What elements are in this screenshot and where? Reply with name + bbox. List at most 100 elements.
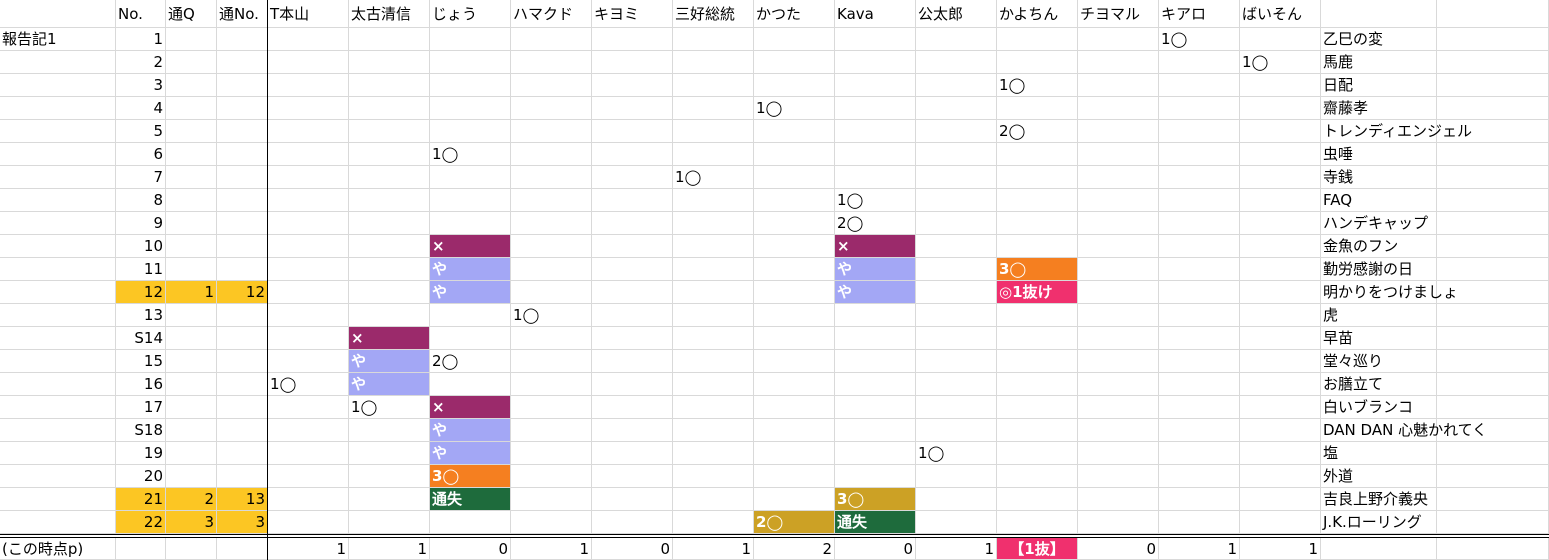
cell[interactable] [349, 235, 430, 258]
cell[interactable] [1159, 350, 1240, 373]
cell[interactable] [835, 419, 916, 442]
cell[interactable] [997, 212, 1078, 235]
cell[interactable] [592, 465, 673, 488]
cell[interactable] [592, 97, 673, 120]
cell[interactable] [592, 235, 673, 258]
cell[interactable] [430, 189, 511, 212]
cell[interactable] [1240, 143, 1321, 166]
cumulative-no[interactable] [217, 97, 268, 120]
question-number[interactable]: 17 [116, 396, 166, 419]
cell[interactable] [1159, 120, 1240, 143]
cumulative-no[interactable] [217, 74, 268, 97]
cell[interactable] [1240, 97, 1321, 120]
cell[interactable] [1240, 304, 1321, 327]
column-header[interactable]: かよちん [997, 0, 1078, 28]
result-mark[interactable]: や [430, 281, 511, 304]
row-label[interactable] [0, 304, 116, 327]
cumulative-q[interactable] [166, 258, 217, 281]
column-header[interactable]: ハマクド [511, 0, 592, 28]
cell[interactable] [349, 488, 430, 511]
cell[interactable] [268, 74, 349, 97]
row-label[interactable] [0, 350, 116, 373]
cell[interactable] [1159, 396, 1240, 419]
cell[interactable] [268, 304, 349, 327]
cell[interactable] [1078, 97, 1159, 120]
cell[interactable] [1078, 281, 1159, 304]
cell[interactable] [349, 143, 430, 166]
cell[interactable] [1240, 373, 1321, 396]
footer-label[interactable]: (この時点p) [0, 538, 116, 560]
cell[interactable] [1240, 28, 1321, 51]
cell[interactable] [916, 465, 997, 488]
cell[interactable] [1437, 28, 1549, 51]
result-mark[interactable]: 2◯ [835, 212, 916, 235]
result-mark[interactable]: や [349, 373, 430, 396]
cell[interactable] [835, 373, 916, 396]
cumulative-q[interactable] [166, 396, 217, 419]
cell[interactable] [1078, 143, 1159, 166]
row-label[interactable] [0, 74, 116, 97]
player-score[interactable]: 1 [268, 538, 349, 560]
cell[interactable] [268, 281, 349, 304]
answer-title[interactable]: 早苗 [1321, 327, 1437, 350]
cell[interactable] [349, 189, 430, 212]
cell[interactable] [349, 304, 430, 327]
row-label[interactable] [0, 51, 116, 74]
question-number[interactable]: 8 [116, 189, 166, 212]
cell[interactable] [997, 373, 1078, 396]
result-mark[interactable]: 3◯ [835, 488, 916, 511]
cell[interactable] [835, 396, 916, 419]
cell[interactable] [1240, 212, 1321, 235]
cell[interactable] [511, 281, 592, 304]
column-header[interactable] [0, 0, 116, 28]
cell[interactable] [1240, 258, 1321, 281]
cell[interactable] [754, 419, 835, 442]
cell[interactable] [1078, 465, 1159, 488]
cell[interactable] [673, 304, 754, 327]
cell[interactable] [835, 327, 916, 350]
cumulative-q[interactable] [166, 166, 217, 189]
cell[interactable] [268, 143, 349, 166]
result-mark[interactable]: 1◯ [754, 97, 835, 120]
column-header[interactable] [1437, 0, 1549, 28]
cell[interactable] [430, 120, 511, 143]
cell[interactable] [835, 74, 916, 97]
answer-title[interactable]: 虫唾 [1321, 143, 1437, 166]
cell[interactable] [511, 396, 592, 419]
cell[interactable] [1240, 189, 1321, 212]
cell[interactable] [673, 442, 754, 465]
cell[interactable] [430, 74, 511, 97]
cell[interactable] [268, 212, 349, 235]
column-header[interactable]: キヨミ [592, 0, 673, 28]
cell[interactable] [592, 143, 673, 166]
player-score[interactable]: 0 [592, 538, 673, 560]
cell[interactable] [835, 28, 916, 51]
question-number[interactable]: 7 [116, 166, 166, 189]
cell[interactable] [1437, 212, 1549, 235]
cell[interactable] [349, 511, 430, 534]
result-mark[interactable]: や [430, 419, 511, 442]
cell[interactable] [268, 28, 349, 51]
cell[interactable] [916, 373, 997, 396]
cumulative-q[interactable] [166, 189, 217, 212]
footer-cell[interactable] [1437, 538, 1549, 560]
cell[interactable] [511, 465, 592, 488]
cell[interactable] [1240, 120, 1321, 143]
cell[interactable] [349, 120, 430, 143]
row-label[interactable] [0, 465, 116, 488]
row-label[interactable] [0, 143, 116, 166]
cell[interactable] [349, 74, 430, 97]
cumulative-no[interactable] [217, 120, 268, 143]
cell[interactable] [1437, 189, 1549, 212]
cell[interactable] [1437, 465, 1549, 488]
cell[interactable] [1078, 327, 1159, 350]
cell[interactable] [592, 281, 673, 304]
cell[interactable] [1159, 258, 1240, 281]
cell[interactable] [511, 166, 592, 189]
cell[interactable] [997, 304, 1078, 327]
cell[interactable] [835, 350, 916, 373]
answer-title[interactable]: 白いブランコ [1321, 396, 1437, 419]
cell[interactable] [754, 442, 835, 465]
cell[interactable] [1078, 488, 1159, 511]
cell[interactable] [1078, 350, 1159, 373]
